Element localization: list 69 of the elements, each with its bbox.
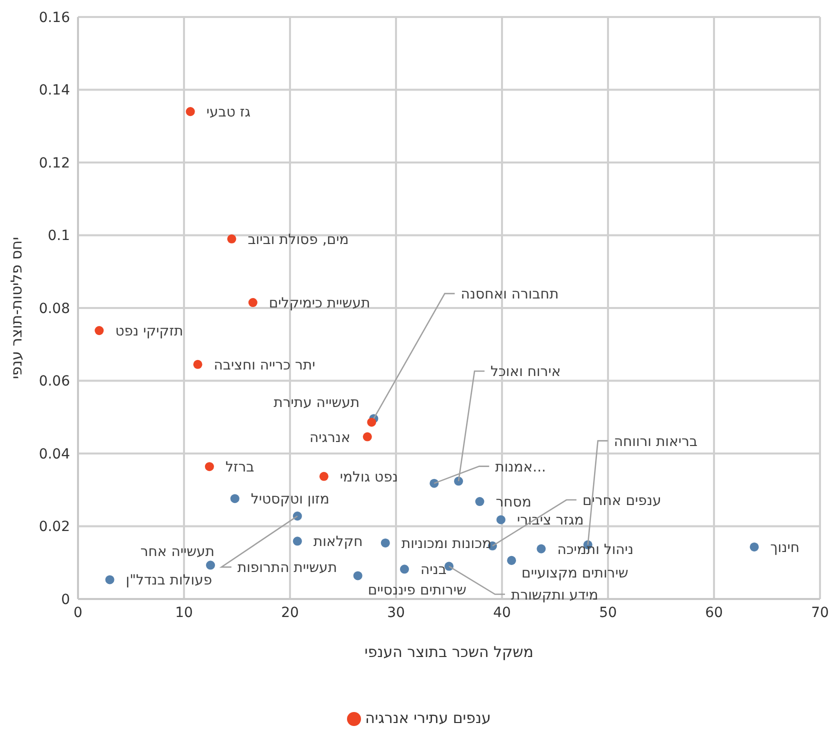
- data-label: תחבורה ואחסנה: [460, 286, 559, 303]
- y-tick-label: 0.02: [38, 519, 70, 536]
- point: [204, 462, 214, 472]
- data-label: ברזל: [225, 460, 254, 476]
- point: [362, 432, 372, 442]
- y-tick-label: 0: [61, 592, 70, 608]
- point: [475, 497, 484, 506]
- point: [230, 494, 240, 504]
- point: [353, 571, 362, 580]
- point: [380, 538, 390, 548]
- point: [750, 542, 759, 552]
- data-label: מים, פסולת וביוב: [248, 232, 349, 248]
- x-tick-label: 40: [493, 604, 511, 621]
- point: [400, 564, 409, 574]
- data-label: תעשיית התרופות: [237, 560, 338, 576]
- data-label: מגזר ציבורי: [516, 512, 584, 529]
- data-label: אנרגיה: [309, 430, 350, 446]
- data-label: נפט גולמי: [340, 469, 398, 486]
- data-label: תעשייה עתירת: [274, 395, 360, 412]
- y-tick-label: 0.1: [48, 228, 70, 244]
- data-label: שירותים פיננסיים: [368, 582, 466, 599]
- x-tick-label: 70: [811, 604, 829, 621]
- point: [319, 472, 328, 481]
- point: [248, 298, 258, 308]
- y-tick-label: 0.16: [38, 10, 70, 26]
- data-label: תעשיית כימיקלים: [268, 296, 370, 312]
- data-label: גז טבעי: [206, 104, 251, 121]
- point: [105, 575, 114, 584]
- data-label: מזון וטקסטיל: [250, 492, 330, 508]
- x-tick-label: 10: [175, 604, 193, 621]
- data-label: חינוך: [770, 540, 800, 556]
- point: [186, 107, 195, 116]
- x-axis-title: משקל השכר בתוצר הענפי: [364, 643, 534, 661]
- y-tick-label: 0.12: [38, 155, 70, 172]
- data-label: בניה: [420, 562, 446, 578]
- data-label: תעשייה אחר: [140, 544, 214, 560]
- data-label: ענפים אחרים: [582, 492, 662, 509]
- y-tick-label: 0.06: [38, 374, 70, 390]
- data-label: ניהול ותמיכה: [557, 542, 634, 558]
- x-tick-label: 30: [387, 604, 405, 621]
- point: [367, 418, 376, 427]
- point: [206, 560, 216, 570]
- data-label: שירותים מקצועיים: [522, 565, 628, 582]
- x-tick-label: 60: [705, 604, 723, 621]
- point: [536, 544, 546, 554]
- data-label: אמנות...: [495, 459, 546, 476]
- data-label: אירוח ואוכל: [490, 364, 561, 380]
- y-axis-title: יחס פליטות-תוצר ענפי: [7, 236, 26, 380]
- data-label: בריאות ורווחה: [614, 434, 698, 450]
- x-tick-label: 0: [74, 604, 82, 621]
- y-tick-label: 0.14: [38, 82, 70, 99]
- data-label: תזקיקי נפט: [115, 324, 184, 340]
- data-label: חקלאות: [313, 534, 363, 550]
- point: [496, 515, 506, 524]
- point: [227, 234, 236, 244]
- point: [94, 326, 104, 336]
- data-label: מסחר: [496, 494, 532, 511]
- point: [193, 360, 202, 369]
- data-label: פעולות בנדל"ן: [126, 572, 212, 589]
- point: [292, 536, 302, 546]
- legend-label: ענפים עתירי אנרגיה: [365, 709, 491, 727]
- x-tick-label: 20: [281, 604, 299, 621]
- data-label: מידע ותקשורת: [511, 587, 598, 604]
- y-tick-label: 0.08: [38, 300, 70, 317]
- y-tick-label: 0.04: [38, 446, 70, 462]
- data-label: מכונות ומכוניות: [401, 536, 492, 552]
- x-tick-label: 50: [599, 604, 617, 621]
- data-label: יתר כרייה וחציבה: [214, 357, 316, 374]
- point: [507, 556, 516, 565]
